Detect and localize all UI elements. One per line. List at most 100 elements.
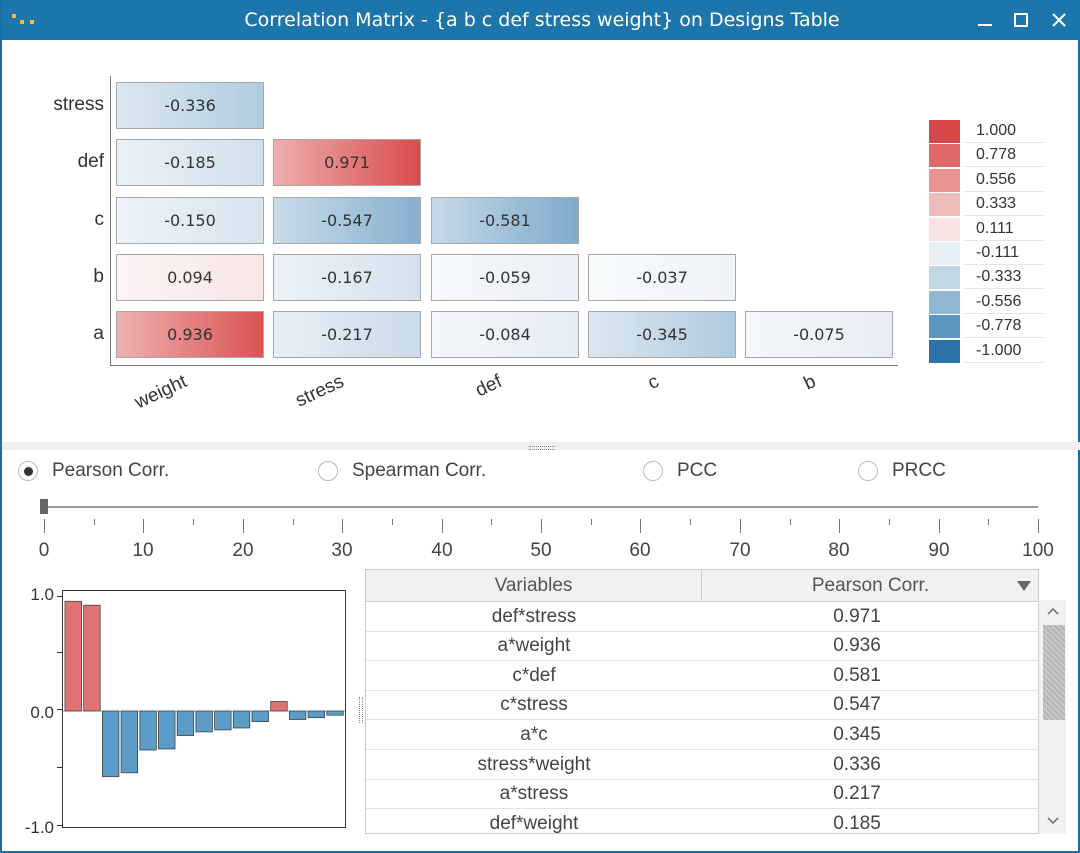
slider-tick (740, 519, 741, 533)
legend-label: 1.000 (964, 119, 1044, 143)
slider-tick-label: 20 (232, 540, 254, 561)
heatmap-row-label: def (77, 151, 104, 172)
heatmap-cell[interactable]: 0.936 (116, 311, 264, 358)
correlation-bar[interactable] (158, 710, 176, 750)
heatmap-cell[interactable]: -0.150 (116, 197, 264, 244)
table-row[interactable]: def*stress 0.971 (366, 602, 1038, 632)
scroll-up-button[interactable] (1039, 600, 1066, 622)
chevron-down-icon (1046, 817, 1059, 825)
slider-tick (690, 519, 691, 525)
legend-label: -0.556 (964, 290, 1044, 314)
legend-label: 0.333 (964, 192, 1044, 217)
correlation-bar[interactable] (307, 710, 326, 719)
variables-cell: def*weight (489, 812, 579, 834)
title-bar[interactable]: Correlation Matrix - {a b c def stress w… (2, 0, 1080, 40)
heatmap-cell[interactable]: -0.217 (273, 311, 421, 358)
heatmap-cell[interactable]: -0.185 (116, 139, 264, 186)
slider-tick (193, 519, 194, 525)
window-title: Correlation Matrix - {a b c def stress w… (244, 9, 840, 31)
correlation-bar[interactable] (195, 710, 213, 733)
table-row[interactable]: c*stress 0.547 (366, 691, 1038, 721)
correlation-bar[interactable] (288, 710, 307, 720)
variables-cell: a*weight (497, 635, 571, 657)
scroll-thumb[interactable] (1043, 625, 1065, 720)
correlation-heatmap: stress def c b a -0.336 -0.185 0.971 -0.150 -0.54… (2, 40, 1080, 442)
threshold-slider-handle[interactable] (40, 499, 48, 514)
correlation-bar[interactable] (102, 710, 120, 778)
bar-y-label-max: 1.0 (30, 585, 54, 604)
table-row[interactable]: a*c 0.345 (366, 720, 1038, 750)
slider-tick-label: 0 (38, 540, 50, 561)
heatmap-cell[interactable]: -0.581 (431, 197, 579, 244)
heatmap-cell[interactable]: 0.094 (116, 254, 264, 301)
heatmap-cell[interactable]: -0.059 (431, 254, 579, 301)
slider-tick (293, 519, 294, 525)
method-radio-pearson-corr[interactable]: Pearson Corr. (18, 458, 169, 484)
table-row[interactable]: a*stress 0.217 (366, 780, 1038, 810)
slider-tick-label: 70 (729, 540, 751, 561)
correlation-bar[interactable] (251, 710, 269, 723)
slider-tick (491, 519, 492, 525)
heatmap-cell[interactable]: -0.345 (588, 311, 736, 358)
bar-chart-svg (63, 600, 363, 778)
heatmap-x-axis (110, 365, 898, 366)
correlation-bar[interactable] (64, 600, 82, 712)
correlation-cell: 0.217 (833, 783, 881, 805)
correlation-bar[interactable] (120, 710, 138, 774)
slider-tick-label: 40 (431, 540, 453, 561)
heatmap-cell[interactable]: -0.037 (588, 254, 736, 301)
heatmap-cell[interactable]: -0.336 (116, 82, 264, 129)
legend-swatch (929, 168, 960, 192)
legend-label: -0.111 (964, 241, 1044, 265)
heatmap-cell[interactable]: -0.075 (745, 311, 893, 358)
table-row[interactable]: c*def 0.581 (366, 661, 1038, 691)
legend-label: -0.778 (964, 314, 1044, 339)
method-radio-prcc[interactable]: PRCC (858, 458, 946, 484)
correlation-bar[interactable] (326, 710, 344, 716)
column-header-correlation[interactable]: Pearson Corr. (702, 570, 1038, 602)
method-radio-spearman-corr[interactable]: Spearman Corr. (318, 458, 486, 484)
close-button[interactable] (1042, 0, 1076, 40)
slider-tick (640, 519, 641, 533)
sort-desc-icon (1017, 581, 1031, 591)
radio-indicator-icon[interactable] (643, 461, 663, 481)
minimize-button[interactable] (968, 0, 1002, 40)
correlation-bar[interactable] (139, 710, 157, 751)
legend-label: -0.333 (964, 265, 1044, 290)
bar-y-tick (57, 596, 63, 597)
correlation-cell: 0.971 (833, 605, 881, 627)
heatmap-cell[interactable]: -0.547 (273, 197, 421, 244)
table-row[interactable]: def*weight 0.185 (366, 809, 1038, 834)
maximize-button[interactable] (1004, 0, 1038, 40)
scroll-down-button[interactable] (1039, 810, 1066, 832)
table-row[interactable]: stress*weight 0.336 (366, 750, 1038, 780)
splitter-grip-icon[interactable] (529, 446, 555, 450)
chevron-up-icon (1046, 607, 1059, 615)
radio-indicator-icon[interactable] (18, 461, 38, 481)
panel-resize-grip-icon[interactable] (359, 697, 363, 723)
threshold-slider-track[interactable] (44, 506, 1038, 508)
heatmap-cell[interactable]: 0.971 (273, 139, 421, 186)
slider-tick (143, 519, 144, 533)
correlation-bar[interactable] (214, 710, 232, 731)
correlation-bar[interactable] (270, 701, 288, 712)
heatmap-row-label: a (93, 323, 104, 344)
heatmap-cell[interactable]: -0.167 (273, 254, 421, 301)
radio-label: PRCC (892, 460, 946, 481)
table-scrollbar[interactable] (1039, 600, 1066, 834)
correlation-table: Variables Pearson Corr. def*stress 0.971 a… (365, 569, 1039, 834)
radio-indicator-icon[interactable] (318, 461, 338, 481)
slider-tick (94, 519, 95, 525)
method-radio-pcc[interactable]: PCC (643, 458, 717, 484)
column-header-variables[interactable]: Variables (366, 570, 702, 602)
correlation-bar[interactable] (83, 604, 101, 712)
table-row[interactable]: a*weight 0.936 (366, 632, 1038, 662)
correlation-bar[interactable] (232, 710, 251, 729)
legend-label: 0.556 (964, 168, 1044, 192)
legend-label: 0.778 (964, 143, 1044, 168)
radio-indicator-icon[interactable] (858, 461, 878, 481)
correlation-bar[interactable] (176, 710, 195, 736)
heatmap-cell[interactable]: -0.084 (431, 311, 579, 358)
legend-swatch (929, 266, 960, 290)
